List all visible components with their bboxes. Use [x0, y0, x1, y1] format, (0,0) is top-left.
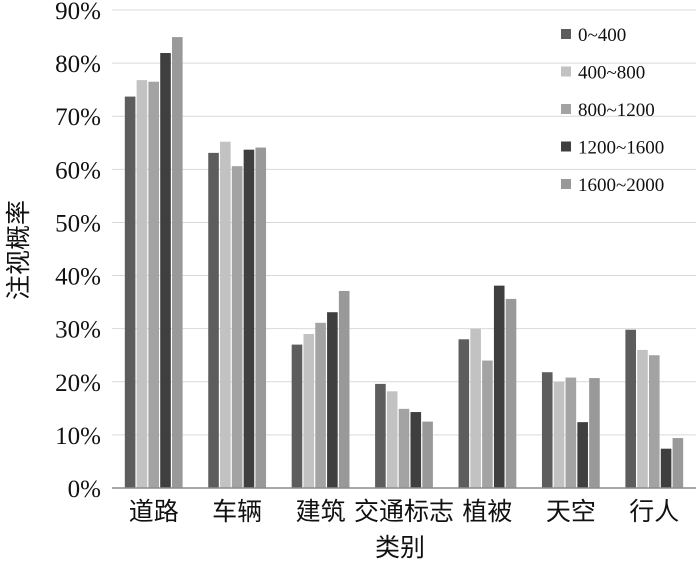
bar	[660, 448, 672, 488]
legend-label: 0~400	[578, 25, 626, 46]
bar	[637, 349, 648, 488]
legend-swatch	[561, 141, 571, 152]
x-category-label: 植被	[462, 497, 512, 526]
y-tick-label: 40%	[55, 264, 101, 291]
legend-swatch	[561, 66, 571, 77]
y-tick-label: 90%	[55, 0, 101, 25]
bar	[505, 298, 517, 488]
bar	[220, 141, 231, 488]
y-tick-label: 70%	[55, 104, 101, 131]
bar	[625, 329, 636, 488]
bar	[243, 149, 255, 488]
x-category-label: 车辆	[212, 497, 262, 526]
bar	[577, 422, 588, 488]
bar	[338, 290, 350, 488]
bar	[541, 372, 553, 488]
bar	[208, 152, 219, 488]
bar	[124, 96, 136, 489]
bar	[255, 147, 267, 488]
y-axis-ticks: 0% 10% 20% 30% 40% 50% 60% 70% 80% 90%	[55, 0, 101, 503]
legend-swatch	[561, 29, 571, 39]
bar	[648, 355, 660, 488]
x-category-label: 天空	[546, 497, 596, 526]
bar	[422, 421, 433, 488]
x-category-label: 行人	[629, 497, 679, 526]
x-category-label: 交通标志	[354, 497, 454, 526]
bar	[386, 391, 398, 488]
legend-swatch	[561, 179, 571, 189]
y-tick-label: 50%	[55, 210, 101, 237]
bar	[410, 412, 422, 488]
bar	[565, 377, 577, 488]
bars	[124, 37, 684, 489]
legend-label: 1600~2000	[578, 175, 664, 196]
y-tick-label: 10%	[55, 423, 101, 450]
y-tick-label: 30%	[55, 317, 101, 344]
y-tick-label: 80%	[55, 51, 101, 78]
bar	[398, 408, 410, 488]
bar	[231, 166, 243, 488]
bar	[458, 339, 470, 488]
bar	[303, 333, 315, 488]
legend: 0~400 400~800 800~1200 1200~1600 1600~2000	[561, 25, 664, 196]
y-tick-label: 0%	[68, 476, 101, 503]
bar	[553, 381, 565, 488]
bar	[327, 312, 338, 488]
bar	[589, 378, 600, 488]
x-axis-categories: 道路 车辆 建筑 交通标志 植被 天空 行人	[129, 497, 680, 526]
legend-label: 1200~1600	[578, 138, 664, 159]
bar	[148, 81, 160, 488]
bar	[172, 37, 183, 488]
bar	[315, 322, 326, 488]
x-axis-title: 类别	[375, 533, 425, 562]
bar	[672, 438, 684, 488]
bar	[470, 328, 481, 488]
legend-label: 800~1200	[578, 100, 655, 121]
bar	[493, 285, 505, 488]
y-tick-label: 60%	[55, 157, 101, 184]
y-tick-label: 20%	[55, 370, 101, 397]
bar	[482, 360, 493, 488]
legend-swatch	[561, 104, 571, 114]
y-axis-title: 注视概率	[4, 200, 33, 300]
x-category-label: 建筑	[296, 497, 346, 526]
bar	[375, 383, 386, 488]
bar	[291, 344, 303, 488]
bar	[160, 53, 171, 489]
legend-label: 400~800	[578, 63, 645, 84]
x-category-label: 道路	[129, 497, 179, 526]
bar	[136, 80, 148, 489]
